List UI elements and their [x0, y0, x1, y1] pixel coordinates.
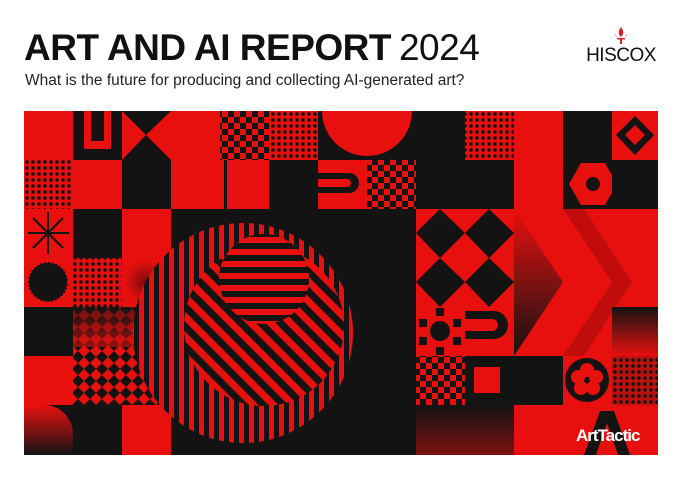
hiscox-logo: HISCOX: [582, 26, 660, 66]
striped-circle: [133, 223, 353, 443]
arttactic-logo: ArtTactic: [576, 426, 640, 445]
hiscox-wordmark: HISCOX: [586, 45, 656, 66]
fleur-de-lis-icon: [615, 27, 627, 44]
report-title: ART AND AI REPORT 2024: [24, 27, 480, 68]
title-main: ART AND AI REPORT: [24, 27, 391, 68]
title-year: 2024: [398, 27, 480, 68]
cover-artwork: [24, 111, 658, 455]
report-subtitle: What is the future for producing and col…: [25, 72, 465, 89]
